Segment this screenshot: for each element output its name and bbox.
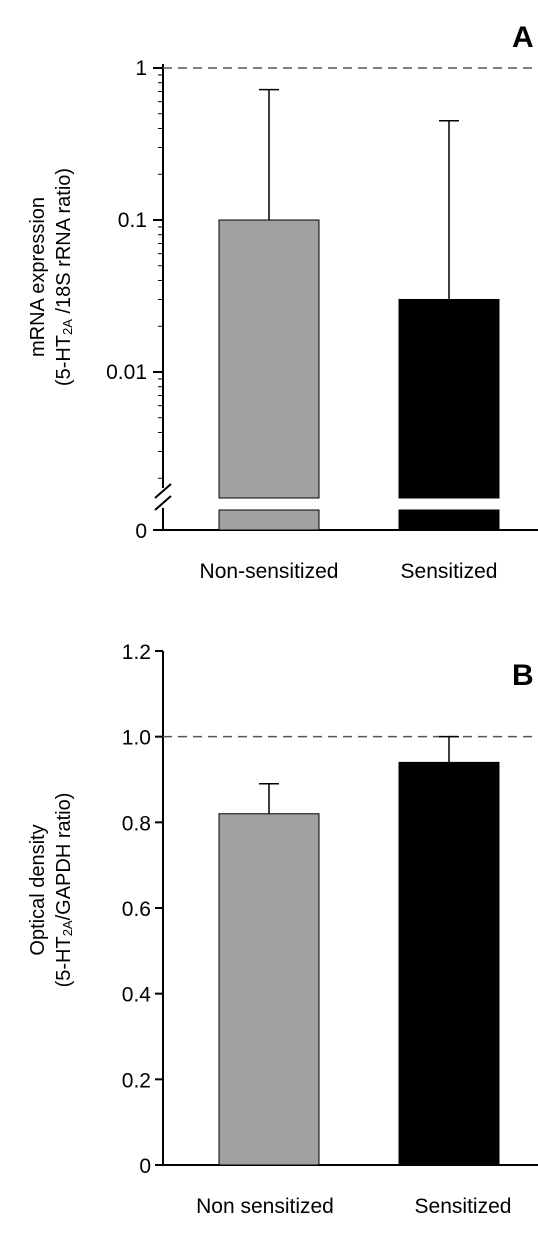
panel-b-tick-label: 1.2 — [122, 641, 151, 664]
panel-b-tick-label: 0.4 — [122, 984, 152, 1007]
panel-b-ylabel-line2: (5-HT2A/GAPDH ratio) — [53, 793, 75, 988]
panel-b-tick-label: 0.6 — [122, 898, 151, 921]
panel-a-tick-label: 0.1 — [118, 209, 147, 232]
panel-a-category-label: Non-sensitized — [200, 560, 339, 583]
panel-b-category-labels: Non sensitized Sensitized — [196, 1195, 511, 1218]
panel-b: B Optical density (5-HT2A/GAPDH ratio) 0… — [27, 641, 538, 1218]
panel-b-ticks: 0 0.2 0.4 0.6 0.8 1.0 1.2 — [122, 641, 163, 1178]
panel-b-letter: B — [512, 659, 534, 692]
panel-a-break-mark-1 — [154, 483, 172, 499]
panel-a-category-labels: Non-sensitized Sensitized — [200, 560, 498, 583]
panel-a-bar-lower — [218, 509, 320, 531]
panel-b-bar — [218, 813, 320, 1166]
panel-a-zero-label: 0 — [135, 520, 147, 543]
panel-a-ticks: 1 0.1 0.01 0 — [106, 57, 163, 543]
panel-a-ylabel-line1: mRNA expression — [27, 197, 49, 357]
panel-b-y-axis-label: Optical density (5-HT2A/GAPDH ratio) — [27, 793, 75, 988]
panel-b-tick-label: 0 — [139, 1155, 151, 1178]
panel-b-category-label: Sensitized — [415, 1195, 512, 1218]
panel-b-category-label: Non sensitized — [196, 1195, 334, 1218]
panel-b-tick-label: 0.2 — [122, 1069, 151, 1092]
panel-a-category-label: Sensitized — [401, 560, 498, 583]
panel-a-tick-label: 1 — [135, 57, 147, 80]
panel-a-bar-upper — [218, 219, 320, 499]
panel-a-bar-lower — [398, 509, 500, 531]
panel-b-bar — [398, 761, 500, 1166]
panel-a-tick-label: 0.01 — [106, 361, 147, 384]
panel-b-ylabel-line1: Optical density — [27, 824, 49, 955]
panel-a-y-axis-label: mRNA expression (5-HT2A /18S rRNA ratio) — [27, 168, 75, 386]
panel-a-bar-upper — [398, 298, 500, 499]
panel-a-ylabel-line2: (5-HT2A /18S rRNA ratio) — [53, 168, 75, 386]
panel-b-tick-label: 1.0 — [122, 727, 151, 750]
panel-b-tick-label: 0.8 — [122, 812, 151, 835]
panel-a: A mRNA expression (5-HT2A /18S rRNA rati… — [27, 21, 538, 583]
panel-a-break-mark-2 — [154, 495, 172, 511]
panel-b-bars — [218, 735, 500, 1166]
panel-a-letter: A — [512, 21, 534, 54]
panel-a-bars — [218, 88, 500, 531]
